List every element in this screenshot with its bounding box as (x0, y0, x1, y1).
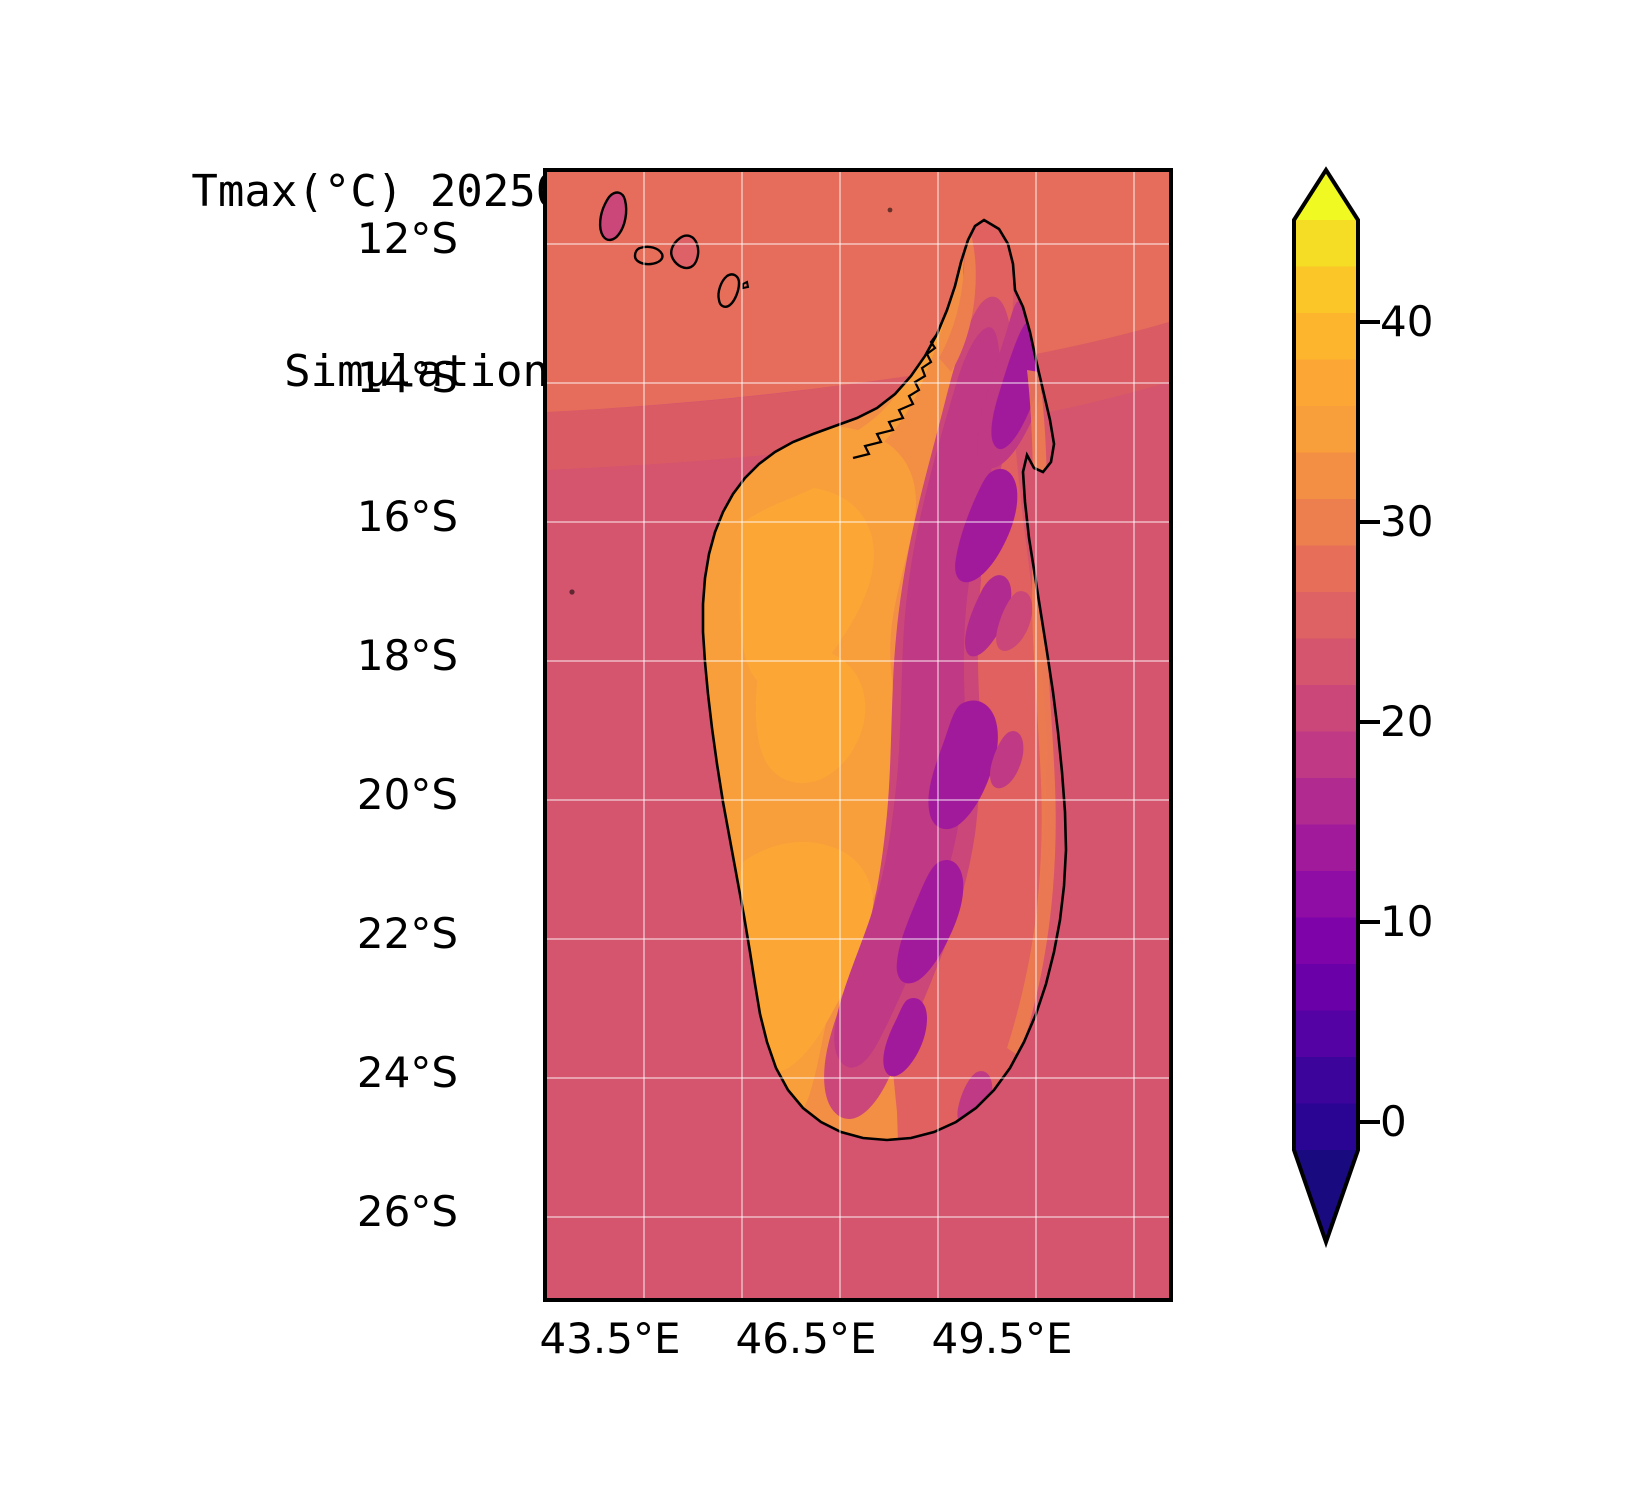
x-tick-label: 49.5°E (931, 1314, 1073, 1363)
madagascar-landmass (703, 220, 1066, 1140)
colorbar-over-arrow (1294, 170, 1358, 220)
x-tick-label: 43.5°E (539, 1314, 681, 1363)
y-tick-label: 16°S (356, 492, 458, 541)
x-tick-label: 46.5°E (735, 1314, 877, 1363)
y-tick-label: 14°S (356, 353, 458, 402)
colorbar-tick-label: 10 (1380, 897, 1434, 946)
map-axes (543, 168, 1173, 1302)
colorbar-tick-mark (1358, 1120, 1380, 1124)
colorbar-tick-label: 0 (1380, 1097, 1407, 1146)
map-plot-area (547, 172, 1169, 1298)
comoros-islands (598, 191, 750, 308)
colorbar[interactable]: 40 30 20 10 0 (1292, 166, 1433, 1290)
temperature-contour-field (547, 172, 1169, 1298)
y-tick-label: 12°S (356, 214, 458, 263)
colorbar-tick-label: 30 (1380, 497, 1434, 546)
colorbar-outline (1292, 166, 1360, 1249)
colorbar-segments (1294, 220, 1358, 1150)
colorbar-tick-mark (1358, 320, 1380, 324)
colorbar-tick-mark (1358, 720, 1380, 724)
y-tick-label: 20°S (356, 770, 458, 819)
colorbar-tick-mark (1358, 520, 1380, 524)
coastline (701, 218, 1068, 1142)
colorbar-tick-mark (1358, 920, 1380, 924)
colorbar-gradient (1292, 166, 1360, 1249)
colorbar-tick-label: 20 (1380, 697, 1434, 746)
y-tick-label: 22°S (356, 909, 458, 958)
y-tick-label: 18°S (356, 631, 458, 680)
colorbar-under-arrow (1294, 1150, 1358, 1242)
y-tick-label: 24°S (356, 1048, 458, 1097)
y-tick-label: 26°S (356, 1187, 458, 1236)
colorbar-tick-label: 40 (1380, 297, 1434, 346)
